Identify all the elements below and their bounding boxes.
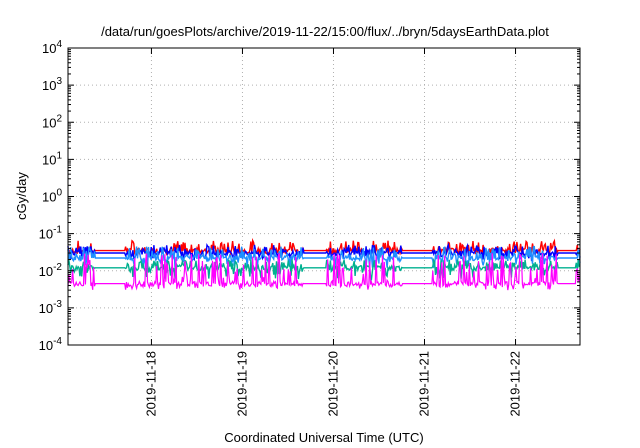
y-tick-label: 102 xyxy=(42,113,62,130)
series-line-3 xyxy=(67,245,581,269)
y-tick-label: 10-1 xyxy=(39,225,63,242)
x-tick-label: 2019-11-19 xyxy=(234,351,249,417)
grid xyxy=(68,48,580,345)
y-tick-label: 103 xyxy=(42,76,62,93)
series-line-4 xyxy=(67,257,581,282)
y-tick-label: 10-2 xyxy=(39,262,63,279)
chart-title: /data/run/goesPlots/archive/2019-11-22/1… xyxy=(101,24,549,39)
series-layer xyxy=(67,237,581,291)
y-axis: 10-4 10-3 10-2 10-1 100 101 102 103 104 xyxy=(39,39,580,353)
x-tick-label: 2019-11-18 xyxy=(143,351,158,417)
x-tick-label: 2019-11-21 xyxy=(417,351,432,417)
series-line-5 xyxy=(67,253,581,291)
x-axis-label: Coordinated Universal Time (UTC) xyxy=(224,430,423,445)
y-tick-label: 101 xyxy=(42,150,62,167)
y-tick-label: 10-4 xyxy=(39,336,63,353)
y-tick-label: 100 xyxy=(42,188,62,205)
y-axis-label: cGy/day xyxy=(14,172,29,220)
x-tick-label: 2019-11-22 xyxy=(508,351,523,417)
y-tick-label: 10-3 xyxy=(39,299,63,316)
x-axis: 2019-11-18 2019-11-19 2019-11-20 2019-11-21… xyxy=(143,48,523,417)
y-tick-label: 104 xyxy=(42,39,62,56)
x-tick-label: 2019-11-20 xyxy=(325,351,340,417)
